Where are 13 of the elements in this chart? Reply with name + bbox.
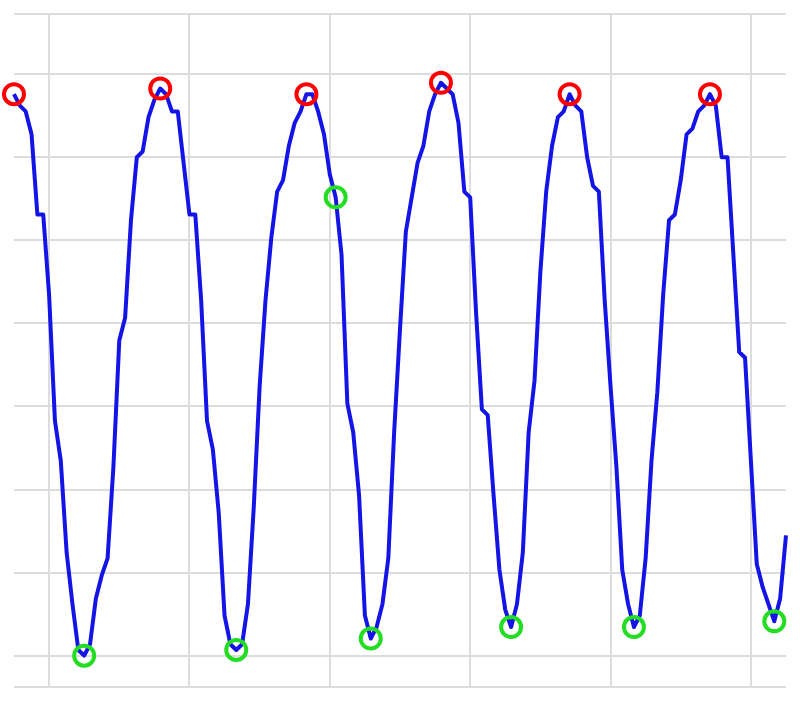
point [2, 82, 26, 107]
point [428, 70, 453, 95]
point [224, 637, 249, 662]
point [358, 626, 383, 651]
point [762, 609, 787, 634]
point [148, 76, 173, 101]
point [72, 643, 97, 668]
point [323, 185, 348, 210]
point [621, 615, 646, 640]
point [499, 615, 524, 640]
point [294, 82, 319, 107]
point [697, 82, 722, 107]
point [557, 82, 582, 107]
